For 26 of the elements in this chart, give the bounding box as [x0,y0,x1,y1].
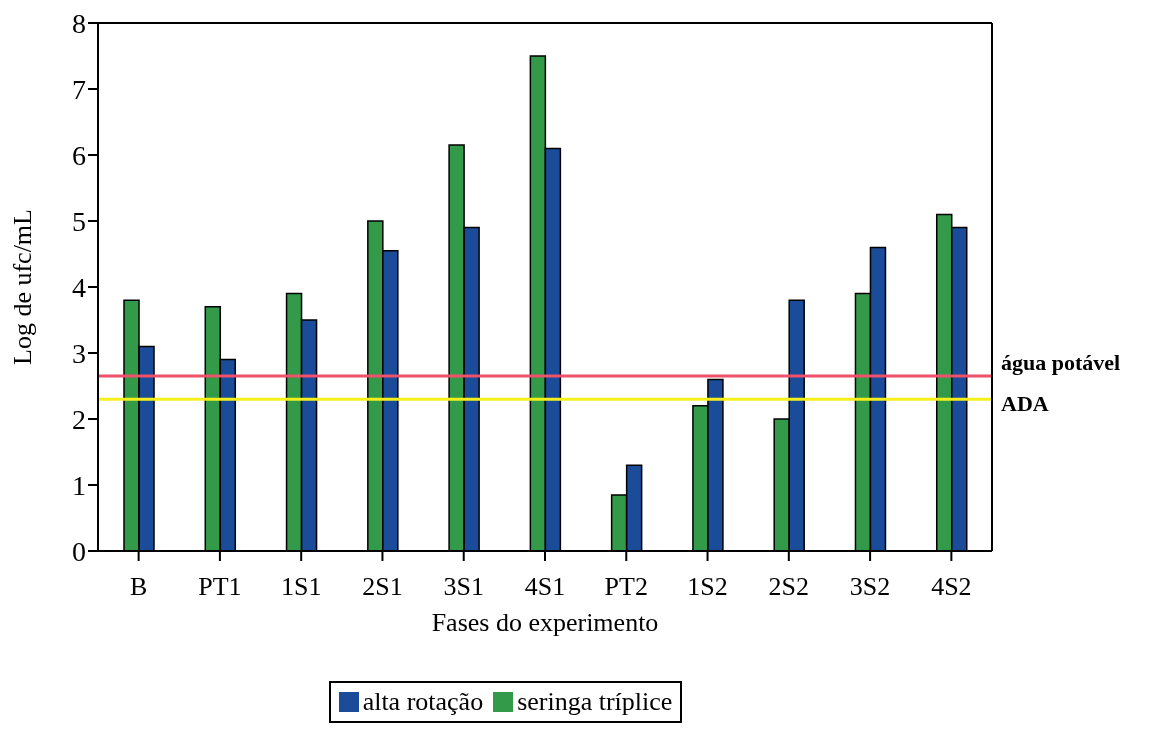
y-tick-label: 3 [72,337,86,369]
y-tick-label: 5 [72,205,86,237]
x-tick-label: 2S2 [768,572,810,602]
x-tick-label: 1S2 [687,572,728,602]
y-tick-label: 0 [72,535,86,567]
legend-label: alta rotação [361,687,484,717]
x-axis-title: Fases do experimento [431,608,659,637]
y-axis-title: Log de ufc/mL [8,209,38,365]
x-tick-label: B [129,572,148,602]
y-tick-label: 1 [72,469,86,501]
x-tick-label: 3S2 [849,572,891,602]
x-tick-label: 1S1 [280,572,322,602]
legend-label: seringa tríplice [516,687,673,717]
y-tick-label: 2 [72,403,86,435]
y-tick-label: 7 [72,73,86,105]
x-tick-label: PT2 [604,572,648,602]
x-tick-label: 4S2 [931,572,972,602]
ref-line-label: água potável [1001,349,1121,375]
y-tick-label: 8 [72,7,86,39]
x-tick-label: 2S1 [362,572,403,602]
y-tick-label: 6 [72,139,86,171]
x-tick-label: 3S1 [443,572,484,602]
ref-line-label: ADA [1001,391,1049,417]
y-tick-label: 4 [72,271,86,303]
x-tick-label: 4S1 [524,572,566,602]
x-tick-label: PT1 [198,572,242,602]
